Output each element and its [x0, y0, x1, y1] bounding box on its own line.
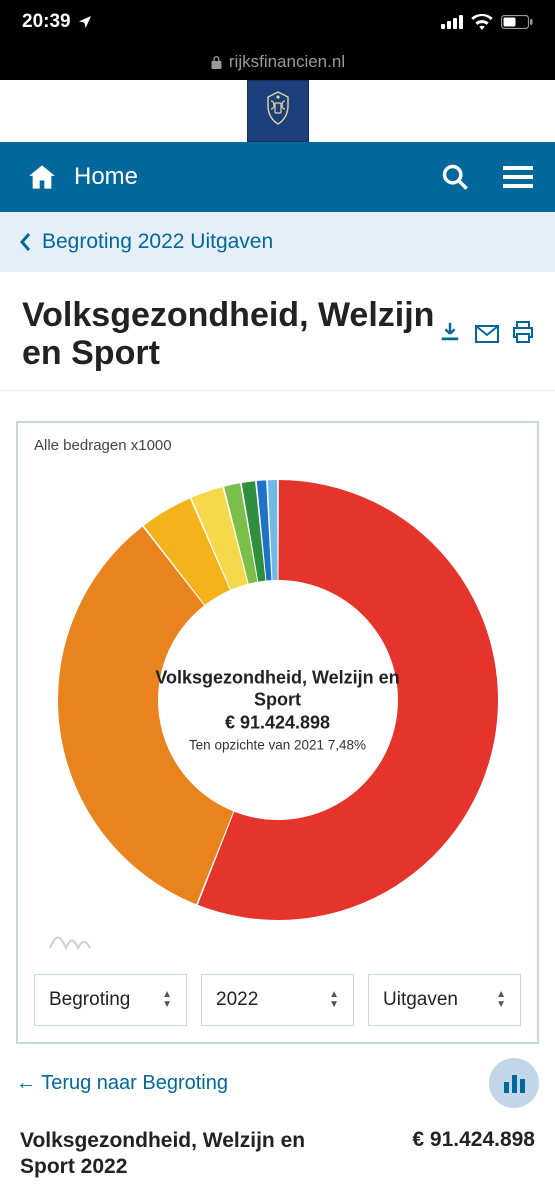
cellular-icon	[441, 15, 463, 29]
stepper-icon: ▲▼	[496, 991, 506, 1009]
ios-status-bar: 20:39	[0, 0, 555, 44]
home-icon	[28, 164, 56, 190]
primary-nav: Home	[0, 142, 555, 212]
donut-center: Volksgezondheid, Welzijn en Sport € 91.4…	[148, 668, 408, 753]
back-link[interactable]: ← Terug naar Begroting	[16, 1072, 228, 1095]
summary-label: Volksgezondheid, Welzijn en Sport 2022	[20, 1128, 360, 1181]
download-icon[interactable]	[439, 321, 461, 343]
nav-home-label: Home	[74, 163, 138, 191]
select-year-value: 2022	[216, 989, 258, 1011]
hamburger-icon[interactable]	[503, 166, 533, 188]
page: Home Begroting 2022 Uitgaven Volksgezond…	[0, 80, 555, 1200]
chart-card: Alle bedragen x1000 Volksgezondheid, Wel…	[16, 421, 539, 1044]
chart-type-toggle[interactable]	[489, 1058, 539, 1108]
selects-row: Begroting ▲▼ 2022 ▲▼ Uitgaven ▲▼	[34, 974, 521, 1026]
select-flow-value: Uitgaven	[383, 989, 458, 1011]
battery-icon	[501, 15, 533, 29]
stepper-icon: ▲▼	[329, 991, 339, 1009]
donut-center-value: € 91.424.898	[148, 713, 408, 734]
breadcrumb-label: Begroting 2022 Uitgaven	[42, 230, 273, 254]
select-type-value: Begroting	[49, 989, 130, 1011]
stepper-icon: ▲▼	[162, 991, 172, 1009]
nav-home[interactable]: Home	[28, 163, 138, 191]
location-icon	[77, 14, 93, 30]
wifi-icon	[471, 14, 493, 30]
donut-center-delta: Ten opzichte van 2021 7,48%	[148, 738, 408, 753]
print-icon[interactable]	[513, 321, 533, 343]
select-flow[interactable]: Uitgaven ▲▼	[368, 974, 521, 1026]
donut-chart[interactable]: Volksgezondheid, Welzijn en Sport € 91.4…	[38, 460, 518, 960]
select-year[interactable]: 2022 ▲▼	[201, 974, 354, 1026]
search-icon[interactable]	[441, 163, 469, 191]
summary-row: Volksgezondheid, Welzijn en Sport 2022 €…	[0, 1120, 555, 1181]
title-bar: Volksgezondheid, Welzijn en Sport	[0, 272, 555, 391]
back-link-label: Terug naar Begroting	[41, 1072, 228, 1094]
chevron-left-icon	[18, 232, 32, 252]
bar-chart-icon	[502, 1073, 526, 1093]
select-type[interactable]: Begroting ▲▼	[34, 974, 187, 1026]
crest-logo	[247, 80, 309, 142]
summary-value: € 91.424.898	[412, 1128, 535, 1152]
watermark-icon	[48, 928, 104, 952]
browser-url-bar[interactable]: rijksfinancien.nl	[0, 44, 555, 80]
back-row: ← Terug naar Begroting	[0, 1044, 555, 1120]
chart-caption: Alle bedragen x1000	[34, 437, 521, 454]
mail-icon[interactable]	[475, 325, 499, 343]
browser-domain: rijksfinancien.nl	[229, 52, 345, 72]
page-title: Volksgezondheid, Welzijn en Sport	[22, 296, 439, 372]
status-time: 20:39	[22, 11, 71, 33]
crest-strip	[0, 80, 555, 142]
breadcrumb[interactable]: Begroting 2022 Uitgaven	[0, 212, 555, 272]
donut-center-title: Volksgezondheid, Welzijn en Sport	[148, 668, 408, 711]
lock-icon	[210, 55, 223, 69]
